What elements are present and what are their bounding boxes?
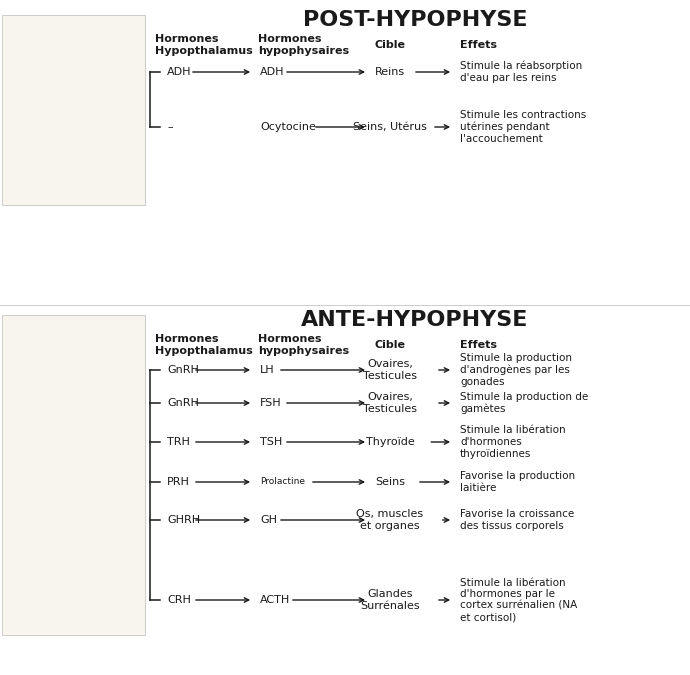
Text: Effets: Effets xyxy=(460,340,497,350)
Text: GHRH: GHRH xyxy=(167,515,200,525)
Text: CRH: CRH xyxy=(167,595,191,605)
Text: GnRH: GnRH xyxy=(167,365,199,375)
Text: Favorise la production
laitière: Favorise la production laitière xyxy=(460,471,575,493)
Text: Os, muscles
et organes: Os, muscles et organes xyxy=(357,509,424,531)
Text: Hormones
Hypopthalamus: Hormones Hypopthalamus xyxy=(155,34,253,56)
Text: Reins: Reins xyxy=(375,67,405,77)
Text: Ovaires,
Testicules: Ovaires, Testicules xyxy=(363,392,417,414)
Text: Prolactine: Prolactine xyxy=(260,477,305,487)
Text: Stimule la production de
gamètes: Stimule la production de gamètes xyxy=(460,392,589,414)
Text: Hormones
hypophysaires: Hormones hypophysaires xyxy=(258,334,349,356)
Text: GH: GH xyxy=(260,515,277,525)
Text: Effets: Effets xyxy=(460,40,497,50)
Text: Stimule la réabsorption
d'eau par les reins: Stimule la réabsorption d'eau par les re… xyxy=(460,61,582,83)
Text: ADH: ADH xyxy=(260,67,284,77)
Text: ANTE-HYPOPHYSE: ANTE-HYPOPHYSE xyxy=(302,310,529,330)
Text: FSH: FSH xyxy=(260,398,282,408)
Text: Ovaires,
Testicules: Ovaires, Testicules xyxy=(363,359,417,381)
Text: Stimule la libération
d'hormones par le
cortex surrénalien (NA
et cortisol): Stimule la libération d'hormones par le … xyxy=(460,578,578,622)
Text: Seins, Utérus: Seins, Utérus xyxy=(353,122,427,132)
Text: Stimule les contractions
utérines pendant
l'accouchement: Stimule les contractions utérines pendan… xyxy=(460,110,586,144)
Text: Glandes
Surrénales: Glandes Surrénales xyxy=(360,589,420,611)
Text: Hormones
hypophysaires: Hormones hypophysaires xyxy=(258,34,349,56)
Text: Cible: Cible xyxy=(375,40,406,50)
Text: POST-HYPOPHYSE: POST-HYPOPHYSE xyxy=(303,10,527,30)
Text: LH: LH xyxy=(260,365,275,375)
Text: Stimule la production
d'androgènes par les
gonades: Stimule la production d'androgènes par l… xyxy=(460,353,572,387)
Text: ACTH: ACTH xyxy=(260,595,290,605)
Text: Cible: Cible xyxy=(375,340,406,350)
Text: Thyroïde: Thyroïde xyxy=(366,437,415,447)
Text: Hormones
Hypopthalamus: Hormones Hypopthalamus xyxy=(155,334,253,356)
Text: GnRH: GnRH xyxy=(167,398,199,408)
Text: TSH: TSH xyxy=(260,437,282,447)
Text: Stimule la libération
d'hormones
thyroïdiennes: Stimule la libération d'hormones thyroïd… xyxy=(460,425,566,458)
Text: Favorise la croissance
des tissus corporels: Favorise la croissance des tissus corpor… xyxy=(460,509,574,531)
Text: Ocytocine: Ocytocine xyxy=(260,122,316,132)
Bar xyxy=(2,15,145,205)
Text: PRH: PRH xyxy=(167,477,190,487)
Text: ADH: ADH xyxy=(167,67,192,77)
Bar xyxy=(2,315,145,635)
Text: –: – xyxy=(167,122,172,132)
Text: Seins: Seins xyxy=(375,477,405,487)
Text: TRH: TRH xyxy=(167,437,190,447)
